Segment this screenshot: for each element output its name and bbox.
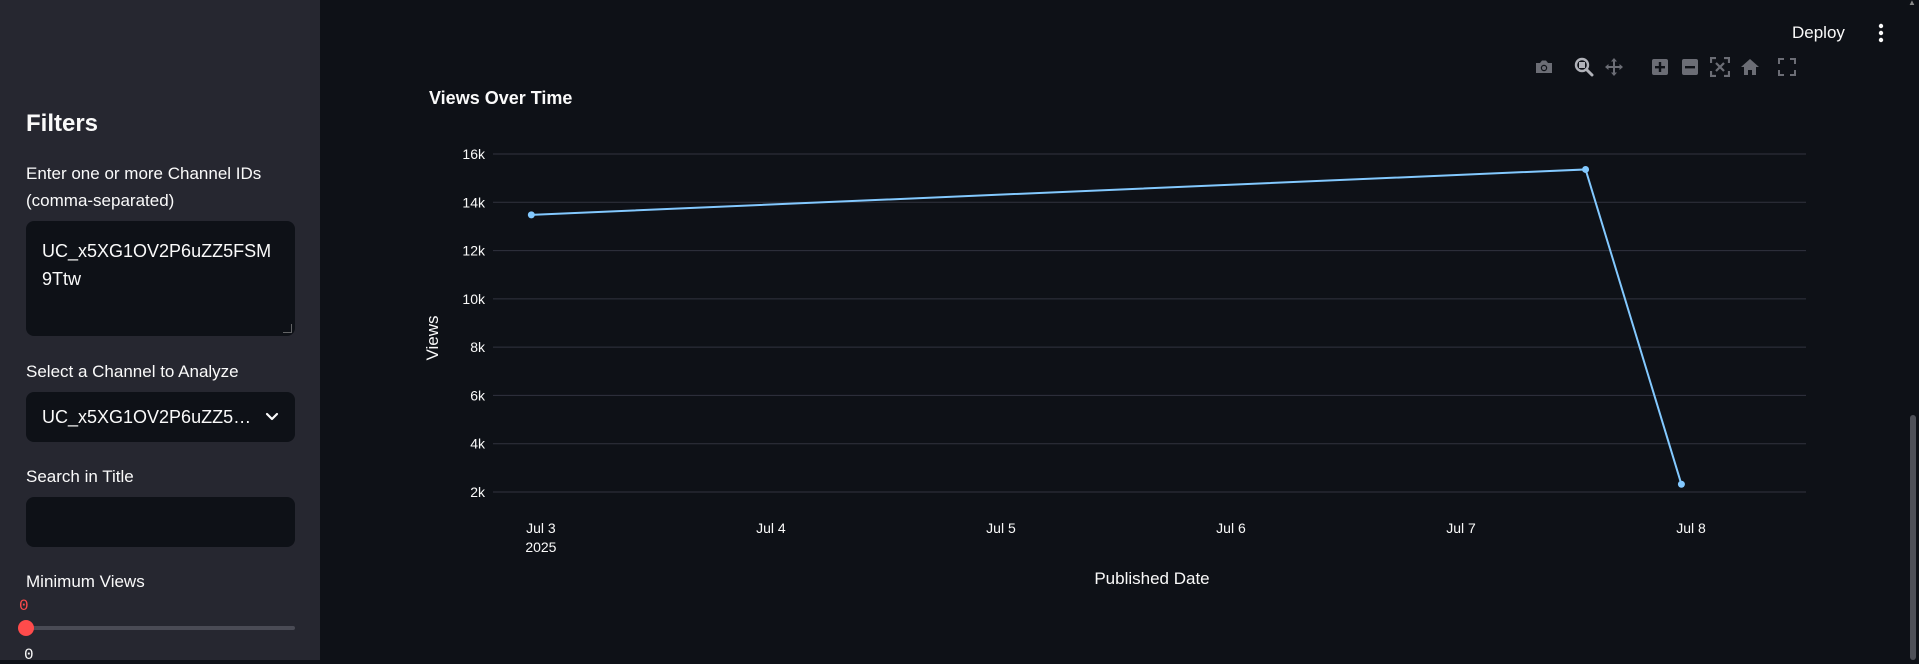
kebab-menu-icon[interactable] (1871, 20, 1891, 46)
chevron-down-icon (265, 412, 279, 421)
zoom-icon[interactable] (1573, 56, 1595, 78)
channel-ids-textarea[interactable]: UC_x5XG1OV2P6uZZ5FSM9Ttw (26, 221, 295, 336)
zoom-out-icon[interactable] (1679, 56, 1701, 78)
zoom-in-icon[interactable] (1649, 56, 1671, 78)
pan-icon[interactable] (1603, 56, 1625, 78)
main-scrollbar[interactable] (1910, 415, 1916, 660)
resize-handle-icon[interactable] (283, 324, 292, 333)
search-title-input[interactable] (26, 497, 295, 547)
select-channel-label: Select a Channel to Analyze (26, 362, 239, 381)
scroll-up-arrow-icon[interactable]: ▲ (1908, 0, 1916, 7)
x-tick-label: Jul 7 (1446, 520, 1476, 536)
min-views-current-value: 0 (19, 597, 29, 615)
y-tick-label: 2k (470, 484, 486, 500)
y-tick-label: 8k (470, 339, 486, 355)
channel-select[interactable]: UC_x5XG1OV2P6uZZ5FSM9Ttw (26, 392, 295, 442)
x-tick-label: Jul 5 (986, 520, 1016, 536)
y-tick-label: 4k (470, 436, 486, 452)
y-tick-label: 10k (462, 291, 486, 307)
deploy-button[interactable]: Deploy (1792, 23, 1845, 42)
x-axis-label: Published Date (1094, 569, 1209, 588)
y-axis-label: Views (423, 315, 442, 360)
reset-axes-icon[interactable] (1739, 56, 1761, 78)
x-tick-label: Jul 8 (1676, 520, 1706, 536)
sidebar-title: Filters (26, 110, 99, 137)
x-tick-label: Jul 3 (526, 520, 556, 536)
data-point[interactable] (1582, 165, 1590, 173)
min-views-slider-track[interactable] (26, 626, 295, 630)
camera-icon[interactable] (1533, 56, 1555, 78)
y-tick-label: 6k (470, 387, 486, 403)
sidebar: Filters Enter one or more Channel IDs (c… (0, 0, 320, 664)
y-tick-label: 12k (462, 243, 486, 259)
data-point[interactable] (1677, 480, 1685, 488)
x-tick-label: Jul 6 (1216, 520, 1246, 536)
x-tick-label: Jul 4 (756, 520, 786, 536)
y-tick-label: 16k (462, 146, 486, 162)
y-tick-label: 14k (462, 194, 486, 210)
channel-ids-label: Enter one or more Channel IDs (comma-sep… (26, 164, 262, 210)
search-title-label: Search in Title (26, 467, 134, 486)
series-line (531, 168, 1683, 485)
channel-ids-value: UC_x5XG1OV2P6uZZ5FSM9Ttw (42, 241, 272, 289)
min-views-slider-thumb[interactable] (18, 620, 34, 636)
chart-title: Views Over Time (429, 88, 573, 108)
data-point[interactable] (527, 211, 535, 219)
x-tick-sublabel: 2025 (525, 539, 556, 555)
min-views-label: Minimum Views (26, 572, 145, 591)
min-views-min: 0 (24, 646, 34, 664)
autoscale-icon[interactable] (1709, 56, 1731, 78)
fullscreen-icon[interactable] (1776, 56, 1798, 78)
